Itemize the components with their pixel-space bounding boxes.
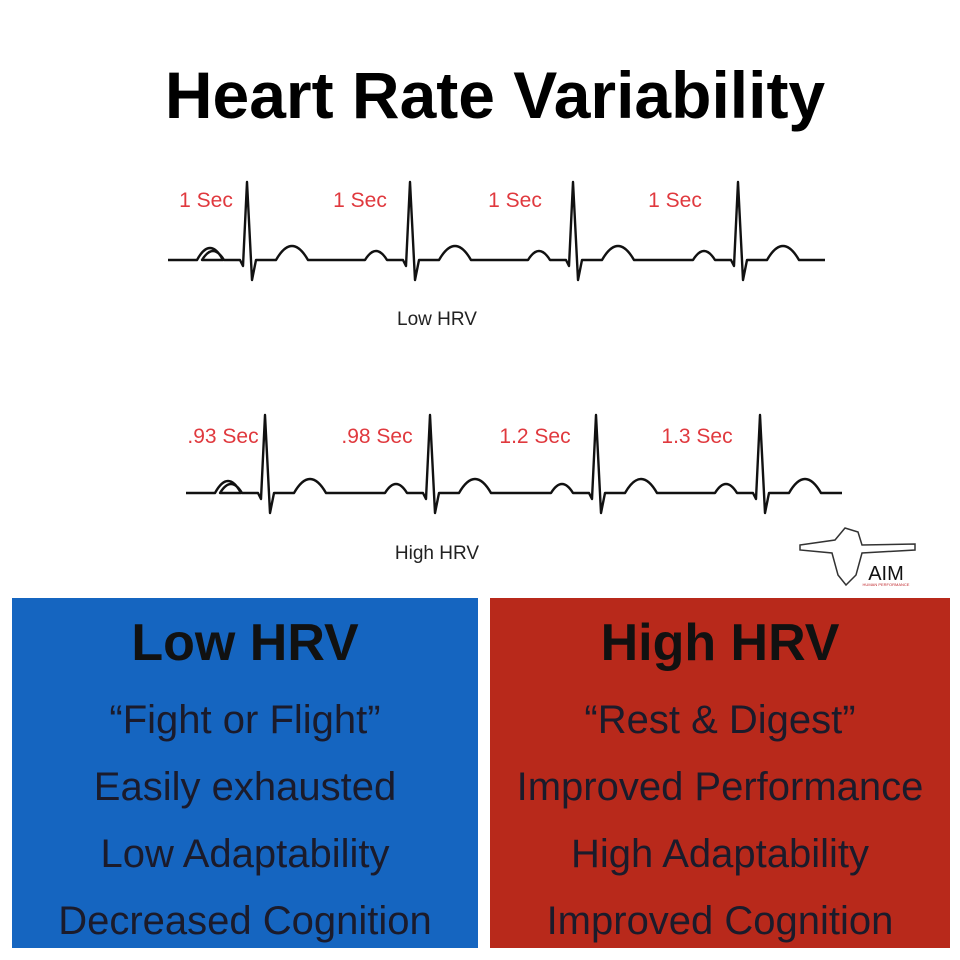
title: Heart Rate Variability [165, 58, 826, 132]
interval-label: .93 Sec [187, 425, 258, 448]
logo-name: AIM [868, 563, 904, 585]
panel-heading: Low HRV [131, 614, 359, 672]
interval-label: 1 Sec [179, 189, 233, 212]
logo-tagline: HUMAN PERFORMANCE [863, 582, 910, 587]
interval-label: 1 Sec [488, 189, 542, 212]
strip-caption: Low HRV [397, 309, 477, 330]
ecg-trace [186, 413, 842, 515]
panel-item: Easily exhausted [94, 765, 396, 809]
panel-item: Decreased Cognition [58, 899, 432, 943]
ecg-trace [168, 180, 825, 282]
low-hrv-panel [12, 598, 478, 948]
interval-label: 1.2 Sec [499, 425, 570, 448]
strip-caption: High HRV [395, 543, 479, 564]
panel-item: Improved Cognition [547, 899, 894, 943]
interval-label: 1 Sec [333, 189, 387, 212]
panel-item: “Rest & Digest” [584, 698, 855, 742]
panel-item: Improved Performance [517, 765, 924, 809]
interval-label: 1.3 Sec [661, 425, 732, 448]
logo-figure [799, 527, 916, 587]
panel-heading: High HRV [601, 614, 840, 672]
logo: AIM HUMAN PERFORMANCE [792, 520, 922, 587]
interval-label: .98 Sec [341, 425, 412, 448]
panel-item: Low Adaptability [100, 832, 389, 876]
interval-label: 1 Sec [648, 189, 702, 212]
high-hrv-panel [490, 598, 950, 948]
panel-item: “Fight or Flight” [109, 698, 380, 742]
panel-item: High Adaptability [571, 832, 869, 876]
